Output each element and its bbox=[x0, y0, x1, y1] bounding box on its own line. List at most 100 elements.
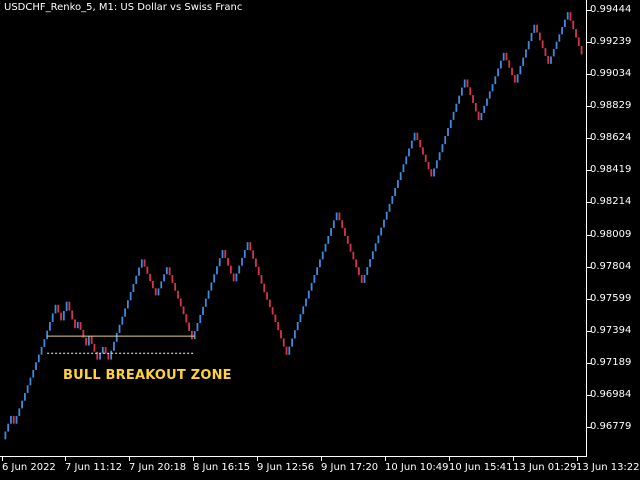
time-tick bbox=[65, 457, 66, 461]
time-label: 7 Jun 11:12 bbox=[65, 462, 123, 473]
bear-brick bbox=[168, 267, 171, 276]
bear-brick bbox=[511, 67, 513, 76]
bear-brick bbox=[146, 266, 149, 274]
bear-brick bbox=[577, 37, 580, 46]
time-tick bbox=[577, 457, 578, 461]
bear-brick bbox=[90, 336, 93, 344]
bull-brick bbox=[455, 103, 458, 112]
bear-brick bbox=[79, 322, 82, 330]
bear-brick bbox=[338, 212, 341, 221]
bear-brick bbox=[280, 330, 282, 339]
bull-brick bbox=[380, 227, 383, 236]
bull-brick bbox=[126, 300, 129, 309]
bear-brick bbox=[188, 322, 191, 331]
bull-brick bbox=[26, 385, 29, 393]
bull-brick bbox=[449, 119, 452, 128]
time-tick bbox=[321, 457, 322, 461]
bear-brick bbox=[224, 250, 227, 258]
bull-brick bbox=[494, 76, 497, 85]
bear-brick bbox=[71, 310, 74, 320]
bull-brick bbox=[552, 49, 555, 57]
bull-brick bbox=[363, 274, 366, 283]
bull-brick bbox=[193, 331, 196, 340]
time-label: 8 Jun 16:15 bbox=[193, 462, 251, 473]
bull-brick bbox=[391, 195, 394, 204]
bull-brick bbox=[435, 160, 438, 169]
bull-brick bbox=[121, 316, 124, 325]
bull-brick bbox=[51, 313, 54, 323]
bull-brick bbox=[110, 350, 113, 360]
bear-brick bbox=[149, 273, 152, 282]
time-label: 9 Jun 12:56 bbox=[257, 462, 315, 473]
bear-brick bbox=[57, 304, 60, 313]
price-tick bbox=[587, 298, 591, 300]
bear-brick bbox=[154, 288, 157, 296]
price-label: 0.96779 bbox=[590, 421, 632, 432]
bear-brick bbox=[177, 290, 179, 299]
breakout-zone-label: BULL BREAKOUT ZONE bbox=[63, 368, 232, 383]
time-tick bbox=[449, 457, 450, 461]
bear-brick bbox=[93, 343, 96, 352]
bear-brick bbox=[346, 235, 349, 244]
bull-brick bbox=[135, 275, 138, 284]
bear-brick bbox=[266, 292, 268, 300]
bear-brick bbox=[257, 266, 260, 276]
bull-brick bbox=[62, 311, 65, 321]
bear-brick bbox=[74, 319, 76, 329]
bull-brick bbox=[447, 127, 449, 137]
price-label: 0.98009 bbox=[590, 228, 632, 240]
bull-brick bbox=[335, 212, 338, 221]
time-label: 6 Jun 2022 bbox=[2, 462, 56, 473]
bull-brick bbox=[88, 336, 90, 346]
bear-brick bbox=[271, 307, 274, 315]
bull-brick bbox=[519, 65, 522, 75]
bull-brick bbox=[118, 324, 121, 333]
price-label: 0.98214 bbox=[590, 196, 632, 208]
renko-bricks bbox=[4, 12, 583, 440]
bull-brick bbox=[399, 172, 402, 181]
time-label: 13 Jun 13:22 bbox=[576, 462, 640, 473]
bear-brick bbox=[232, 273, 235, 282]
bull-brick bbox=[246, 242, 249, 251]
bear-brick bbox=[185, 314, 188, 323]
bear-brick bbox=[541, 40, 544, 49]
bull-brick bbox=[18, 408, 21, 417]
bear-brick bbox=[580, 45, 583, 55]
price-label: 0.98829 bbox=[590, 100, 632, 112]
bear-brick bbox=[104, 347, 107, 354]
bull-brick bbox=[15, 416, 18, 424]
bull-brick bbox=[210, 282, 213, 291]
bull-brick bbox=[550, 56, 552, 64]
bear-brick bbox=[505, 52, 508, 61]
time-label: 9 Jun 17:20 bbox=[321, 462, 379, 473]
bear-brick bbox=[474, 102, 477, 112]
bull-brick bbox=[410, 140, 413, 149]
bull-brick bbox=[218, 258, 221, 267]
bear-brick bbox=[466, 79, 469, 88]
bull-brick bbox=[321, 251, 324, 260]
bull-brick bbox=[458, 95, 461, 104]
bull-brick bbox=[235, 273, 238, 282]
bull-brick bbox=[497, 68, 499, 77]
bear-brick bbox=[252, 250, 255, 259]
price-tick bbox=[587, 330, 591, 332]
bull-brick bbox=[555, 41, 558, 50]
bull-brick bbox=[101, 347, 104, 354]
bear-brick bbox=[282, 338, 285, 347]
price-label: 0.98419 bbox=[590, 164, 632, 176]
bull-brick bbox=[238, 265, 241, 274]
bear-brick bbox=[349, 243, 352, 252]
bull-brick bbox=[165, 267, 168, 275]
bull-brick bbox=[65, 301, 68, 312]
bull-brick bbox=[502, 52, 505, 61]
price-label: 0.96984 bbox=[590, 388, 632, 400]
bear-brick bbox=[344, 228, 346, 236]
bear-brick bbox=[268, 299, 271, 308]
bull-brick bbox=[564, 19, 566, 27]
bear-brick bbox=[513, 75, 516, 83]
bull-brick bbox=[327, 235, 330, 244]
bull-brick bbox=[525, 49, 527, 58]
bull-brick bbox=[452, 111, 455, 120]
